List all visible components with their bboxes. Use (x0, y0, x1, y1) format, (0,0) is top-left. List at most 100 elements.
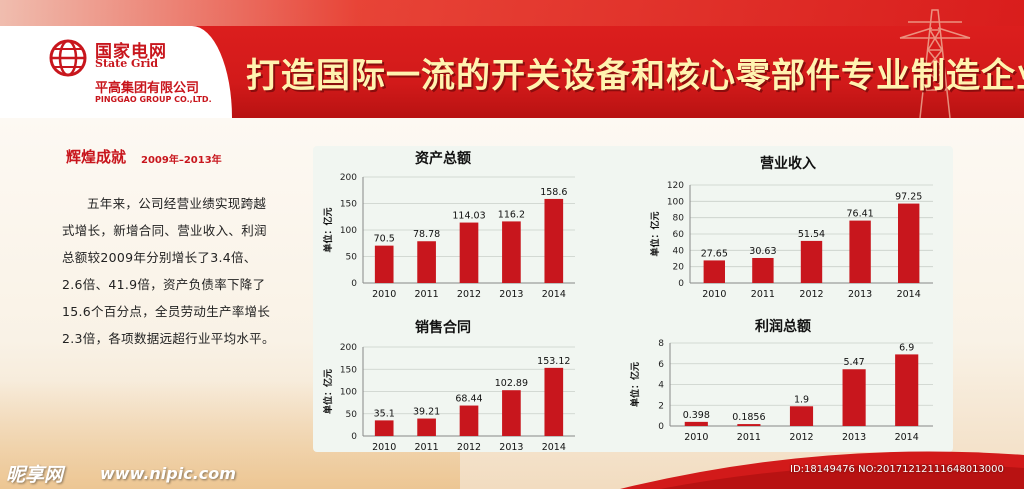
data-label: 0.1856 (732, 412, 765, 423)
bar (849, 220, 871, 283)
bar (684, 421, 708, 426)
charts-panel: 资产总额 单位：亿元 0 50 100 150 200 70.5 2010 78.78 2011 11… (313, 146, 953, 452)
data-label: 35.1 (374, 408, 395, 419)
data-label: 1.9 (794, 394, 809, 405)
logo-panel (0, 26, 232, 118)
y-tick-label: 60 (673, 230, 685, 240)
bar (374, 420, 394, 436)
x-tick-label: 2011 (415, 289, 439, 300)
bar (737, 424, 761, 426)
watermark-brand: 昵享网 (6, 464, 64, 486)
bar (789, 406, 814, 426)
y-tick-label: 4 (658, 381, 664, 391)
x-tick-label: 2011 (737, 432, 761, 443)
bar (502, 221, 521, 283)
data-label: 30.63 (749, 246, 776, 257)
data-label: 114.03 (452, 211, 485, 222)
data-label: 76.41 (846, 209, 873, 220)
y-tick-label: 100 (667, 197, 684, 207)
state-grid-logo-icon (49, 39, 87, 77)
chart-title: 营业收入 (760, 155, 816, 172)
chart-title: 资产总额 (415, 150, 471, 167)
y-axis-label: 单位：亿元 (649, 211, 661, 256)
watermark-url: www.nipic.com (100, 464, 236, 483)
data-label: 102.89 (495, 378, 528, 389)
state-grid-name-en: State Grid (95, 57, 159, 70)
y-tick-label: 80 (673, 214, 685, 224)
y-tick-label: 150 (340, 365, 357, 375)
bar (544, 367, 564, 436)
x-tick-label: 2012 (799, 289, 823, 300)
x-tick-label: 2014 (895, 432, 919, 443)
x-tick-label: 2013 (499, 289, 523, 300)
x-tick-label: 2010 (684, 432, 708, 443)
data-label: 158.6 (540, 187, 567, 198)
y-tick-label: 20 (673, 263, 685, 273)
bar (417, 241, 436, 283)
y-tick-label: 8 (658, 339, 664, 349)
y-axis-label: 单位：亿元 (629, 362, 641, 407)
bar (895, 354, 919, 426)
bar (459, 405, 479, 436)
y-tick-label: 200 (340, 173, 357, 183)
state-grid-name-cn: 国家电网 (95, 42, 167, 62)
data-label: 5.47 (844, 357, 865, 368)
watermark-id: ID:18149476 NO:20171212111648013000 (790, 464, 1004, 475)
data-label: 97.25 (895, 192, 922, 203)
y-tick-label: 6 (658, 360, 664, 370)
company-name-en: PINGGAO GROUP CO.,LTD. (95, 95, 212, 104)
charts-svg: 资产总额单位：亿元05010015020070.5201078.78201111… (322, 150, 933, 452)
y-tick-label: 100 (340, 388, 357, 398)
x-tick-label: 2014 (542, 289, 566, 300)
y-tick-label: 120 (667, 181, 684, 191)
x-tick-label: 2010 (372, 442, 396, 452)
bar (898, 203, 920, 283)
company-name-cn: 平高集团有限公司 (95, 81, 200, 96)
data-label: 27.65 (701, 248, 728, 259)
y-tick-label: 50 (346, 253, 358, 263)
data-label: 70.5 (374, 234, 395, 245)
section-date-range: 2009年–2013年 (141, 155, 222, 166)
bar (703, 260, 725, 283)
power-tower-icon (899, 9, 971, 118)
data-label: 116.2 (498, 209, 525, 220)
x-tick-label: 2013 (848, 289, 872, 300)
summary-paragraph: 五年来，公司经营业绩实现跨越式增长，新增合同、营业收入、利润总额较2009年分别… (62, 196, 275, 346)
x-tick-label: 2013 (842, 432, 866, 443)
x-tick-label: 2012 (789, 432, 813, 443)
x-tick-label: 2011 (751, 289, 775, 300)
slogan: 打造国际一流的开关设备和核心零部件专业制造企业 (246, 56, 1024, 96)
bar (842, 369, 866, 426)
chart-title: 利润总额 (755, 318, 811, 335)
x-tick-label: 2010 (702, 289, 726, 300)
header-band (0, 0, 1024, 26)
y-tick-label: 40 (673, 246, 685, 256)
data-label: 68.44 (455, 394, 482, 405)
bar (417, 418, 436, 436)
y-axis-label: 单位：亿元 (322, 369, 334, 414)
x-tick-label: 2014 (897, 289, 921, 300)
y-tick-label: 2 (658, 401, 664, 411)
x-tick-label: 2012 (457, 289, 481, 300)
bar (544, 198, 564, 283)
y-tick-label: 200 (340, 343, 357, 353)
y-tick-label: 0 (351, 279, 357, 289)
bottom-swoosh (620, 451, 1024, 489)
section-title: 辉煌成就 (66, 148, 127, 166)
y-axis-label: 单位：亿元 (322, 207, 334, 252)
y-tick-label: 100 (340, 226, 357, 236)
x-tick-label: 2013 (499, 442, 523, 452)
header-banner: 国家电网 State Grid 平高集团有限公司 PINGGAO GROUP C… (0, 0, 1024, 118)
y-tick-label: 0 (658, 422, 664, 432)
bar (800, 240, 823, 283)
bar (502, 390, 521, 436)
data-label: 51.54 (798, 229, 825, 240)
x-tick-label: 2014 (542, 442, 566, 452)
x-tick-label: 2011 (415, 442, 439, 452)
bar (374, 245, 394, 283)
y-tick-label: 0 (351, 432, 357, 442)
y-tick-label: 0 (678, 279, 684, 289)
data-label: 39.21 (413, 407, 440, 418)
data-label: 6.9 (899, 342, 914, 353)
data-label: 0.398 (683, 410, 710, 421)
